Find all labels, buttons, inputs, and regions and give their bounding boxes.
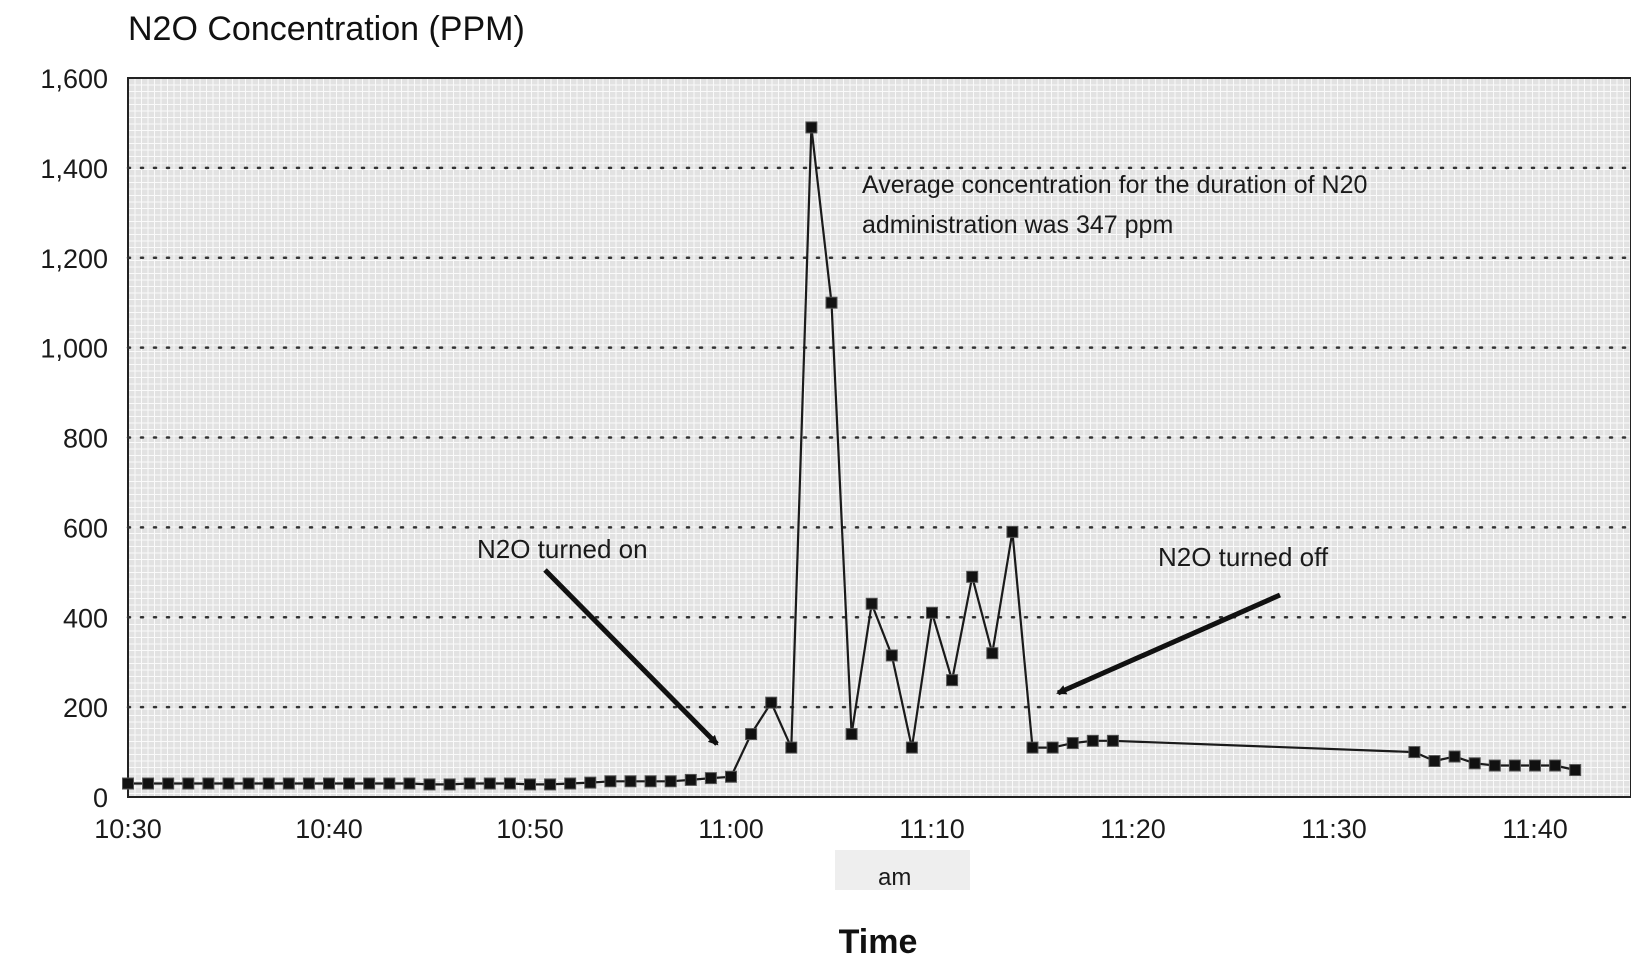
data-point (704, 772, 717, 785)
data-point (202, 777, 215, 790)
data-point (1468, 757, 1481, 770)
x-tick-label: 10:50 (496, 814, 564, 844)
data-point (926, 606, 938, 619)
data-point (966, 570, 979, 583)
data-point (765, 696, 778, 709)
x-axis-title: Time (839, 923, 918, 960)
average-annotation: Average concentration for the duration o… (862, 171, 1367, 239)
data-point (644, 775, 657, 788)
average-annotation-line-1: Average concentration for the duration o… (862, 171, 1367, 199)
data-point (1086, 734, 1099, 747)
data-point (323, 777, 335, 790)
data-point (624, 775, 637, 788)
data-point (222, 777, 235, 790)
data-point (825, 296, 838, 309)
data-point (604, 775, 617, 788)
n2o-on-annotation: N2O turned on (477, 534, 719, 746)
data-point (564, 777, 577, 790)
average-annotation-line-2: administration was 347 ppm (862, 211, 1173, 239)
y-tick-label: 200 (63, 693, 108, 723)
data-point (182, 777, 195, 790)
data-point (343, 777, 356, 790)
y-tick-label: 1,600 (40, 64, 108, 94)
x-tick-label: 11:10 (899, 814, 965, 844)
data-point (262, 777, 275, 790)
data-point (785, 741, 798, 754)
data-point (282, 777, 295, 790)
x-axis-ticks: 10:30 10:40 10:50 11:00 11:10 11:20 11:30 11:40 (94, 814, 1568, 844)
chart-title: N2O Concentration (PPM) (128, 10, 525, 48)
data-point (905, 741, 918, 754)
data-point (664, 775, 677, 788)
n2o-off-annotation: N2O turned off (1056, 542, 1329, 696)
data-point (1529, 759, 1541, 772)
data-point (865, 597, 878, 610)
data-point (725, 770, 737, 783)
data-point (584, 776, 597, 789)
data-point (503, 777, 516, 790)
data-point (885, 649, 898, 662)
x-tick-label: 10:30 (94, 814, 162, 844)
data-point (1428, 755, 1441, 768)
data-point (162, 777, 175, 790)
data-point (845, 728, 858, 741)
data-point (1026, 741, 1039, 754)
data-point (463, 777, 476, 790)
y-tick-label: 400 (63, 603, 108, 633)
x-tick-label: 11:00 (698, 814, 764, 844)
data-point (544, 778, 557, 791)
n2o-on-label: N2O turned on (477, 534, 648, 564)
data-point (242, 777, 255, 790)
data-point (986, 647, 999, 660)
data-point (423, 778, 436, 791)
data-point (1488, 759, 1501, 772)
y-tick-label: 1,200 (40, 244, 108, 274)
plot-background (127, 77, 1631, 798)
data-point (1408, 746, 1421, 759)
data-point (443, 778, 456, 791)
data-point (1006, 525, 1019, 538)
series-layer (122, 121, 1582, 791)
data-point (684, 773, 697, 786)
y-axis-ticks: 0 200 400 600 800 1,000 1,200 1,400 1,600 (40, 64, 108, 813)
x-sublabel-background (835, 850, 970, 890)
n2o-on-arrow (543, 568, 719, 746)
data-point (1046, 741, 1059, 754)
data-point (142, 777, 155, 790)
data-point (1508, 759, 1521, 772)
data-point (383, 777, 396, 790)
data-point (1448, 750, 1461, 763)
data-point (302, 777, 315, 790)
n2o-off-arrow (1056, 592, 1282, 696)
data-point (946, 674, 959, 687)
data-point (745, 728, 758, 741)
y-tick-label: 1,400 (40, 154, 108, 184)
data-point (1569, 764, 1582, 777)
plot-area (127, 77, 1631, 798)
x-tick-label: 11:20 (1100, 814, 1166, 844)
data-point (1106, 734, 1119, 747)
y-tick-label: 600 (63, 513, 108, 543)
y-tick-label: 1,000 (40, 334, 108, 364)
y-tick-label: 0 (93, 783, 108, 813)
data-point (524, 778, 536, 791)
data-point (1549, 759, 1562, 772)
data-point (403, 777, 416, 790)
data-point (363, 777, 376, 790)
data-point (122, 777, 134, 790)
x-sublabel: am (878, 864, 911, 891)
x-tick-label: 10:40 (295, 814, 363, 844)
data-point (1066, 737, 1079, 750)
data-point (805, 121, 818, 134)
data-point (483, 777, 496, 790)
n2o-off-label: N2O turned off (1158, 542, 1329, 572)
x-tick-label: 11:30 (1301, 814, 1367, 844)
x-tick-label: 11:40 (1502, 814, 1568, 844)
y-tick-label: 800 (63, 424, 108, 454)
